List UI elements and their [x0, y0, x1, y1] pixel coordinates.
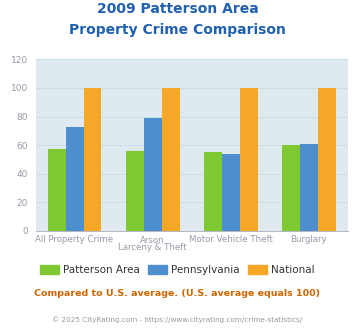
Text: Property Crime Comparison: Property Crime Comparison: [69, 23, 286, 37]
Bar: [222, 154, 240, 231]
Bar: [300, 144, 318, 231]
Text: Compared to U.S. average. (U.S. average equals 100): Compared to U.S. average. (U.S. average …: [34, 289, 321, 298]
Bar: [240, 88, 258, 231]
Text: Burglary: Burglary: [290, 235, 327, 244]
Bar: [318, 88, 336, 231]
Text: Larceny & Theft: Larceny & Theft: [118, 243, 187, 251]
Text: 2009 Patterson Area: 2009 Patterson Area: [97, 2, 258, 16]
Text: Arson: Arson: [140, 236, 165, 245]
Legend: Patterson Area, Pennsylvania, National: Patterson Area, Pennsylvania, National: [36, 261, 319, 280]
Bar: [126, 151, 144, 231]
Text: Motor Vehicle Theft: Motor Vehicle Theft: [189, 235, 273, 244]
Bar: [144, 118, 162, 231]
Bar: [204, 152, 222, 231]
Text: All Property Crime: All Property Crime: [36, 235, 114, 244]
Bar: [66, 127, 83, 231]
Text: © 2025 CityRating.com - https://www.cityrating.com/crime-statistics/: © 2025 CityRating.com - https://www.city…: [53, 317, 302, 323]
Bar: [162, 88, 180, 231]
Bar: [282, 145, 300, 231]
Bar: [48, 149, 66, 231]
Bar: [83, 88, 102, 231]
